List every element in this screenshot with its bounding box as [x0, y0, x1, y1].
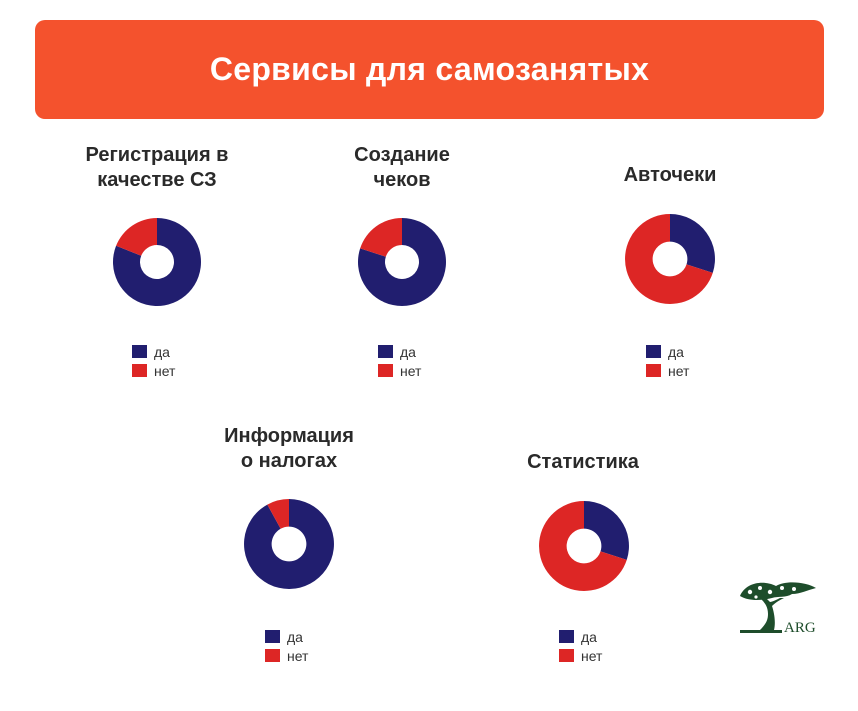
- legend-swatch-no: [559, 649, 574, 662]
- slice-no: [625, 214, 713, 304]
- donut-chart: [625, 214, 715, 304]
- chart-title: Статистика: [483, 450, 683, 475]
- chart-title: Авточеки: [570, 163, 770, 188]
- legend-item-no: нет: [378, 361, 421, 380]
- legend-item-yes: да: [265, 627, 308, 646]
- chart-title-line: Информация: [224, 425, 354, 447]
- donut-chart: [244, 499, 334, 589]
- legend-item-yes: да: [646, 342, 689, 361]
- slice-yes: [244, 499, 334, 589]
- chart-title-line: о налогах: [240, 450, 338, 472]
- legend-swatch-no: [132, 364, 147, 377]
- chart-title: Регистрация в качестве СЗ: [57, 143, 257, 193]
- chart-panel-autoreceipts: Авточеки да нет: [570, 163, 770, 383]
- legend-label: да: [581, 628, 597, 645]
- legend-item-no: нет: [132, 361, 175, 380]
- legend-label: нет: [287, 647, 309, 664]
- chart-title-line: Создание: [354, 144, 450, 166]
- legend-item-no: нет: [646, 361, 689, 380]
- legend-swatch-no: [378, 364, 393, 377]
- legend-label: нет: [400, 362, 422, 379]
- legend-label: да: [400, 343, 416, 360]
- slice-no: [360, 218, 402, 257]
- slice-no: [539, 501, 627, 591]
- legend-swatch-yes: [132, 345, 147, 358]
- legend-label: нет: [154, 362, 176, 379]
- chart-legend: да нет: [378, 342, 421, 380]
- legend-swatch-yes: [559, 630, 574, 643]
- legend-label: да: [154, 343, 170, 360]
- slice-yes: [670, 214, 715, 273]
- legend-item-yes: да: [132, 342, 175, 361]
- arg-tree-logo: ARG: [740, 582, 816, 634]
- chart-title: Информация о налогах: [189, 424, 389, 474]
- legend-item-no: нет: [559, 646, 602, 665]
- slice-yes: [113, 218, 201, 306]
- chart-panel-statistics: Статистика да нет: [483, 450, 683, 670]
- legend-swatch-yes: [265, 630, 280, 643]
- chart-legend: да нет: [132, 342, 175, 380]
- legend-item-yes: да: [378, 342, 421, 361]
- donut-chart: [113, 218, 201, 306]
- chart-title: Создание чеков: [302, 143, 502, 193]
- legend-label: нет: [581, 647, 603, 664]
- chart-legend: да нет: [646, 342, 689, 380]
- logo-text: ARG: [784, 620, 816, 634]
- chart-legend: да нет: [559, 627, 602, 665]
- chart-title-line: Статистика: [527, 451, 639, 473]
- donut-chart: [358, 218, 446, 306]
- chart-panel-receipts: Создание чеков да нет: [302, 143, 502, 383]
- chart-title-line: чеков: [373, 169, 431, 191]
- slice-yes: [584, 501, 629, 560]
- legend-swatch-yes: [378, 345, 393, 358]
- legend-label: да: [287, 628, 303, 645]
- legend-label: нет: [668, 362, 690, 379]
- chart-title-line: Регистрация в: [85, 144, 229, 166]
- chart-panel-registration: Регистрация в качестве СЗ да нет: [57, 143, 257, 383]
- slice-yes: [358, 218, 446, 306]
- legend-label: да: [668, 343, 684, 360]
- legend-item-no: нет: [265, 646, 308, 665]
- slice-no: [116, 218, 157, 256]
- chart-title-line: качестве СЗ: [97, 169, 217, 191]
- donut-chart: [539, 501, 629, 591]
- legend-swatch-no: [265, 649, 280, 662]
- chart-legend: да нет: [265, 627, 308, 665]
- chart-title-line: Авточеки: [623, 164, 717, 186]
- legend-item-yes: да: [559, 627, 602, 646]
- legend-swatch-no: [646, 364, 661, 377]
- chart-panel-tax-info: Информация о налогах да нет: [189, 424, 389, 669]
- legend-swatch-yes: [646, 345, 661, 358]
- header-banner: Сервисы для самозанятых: [35, 20, 824, 119]
- page-title: Сервисы для самозанятых: [209, 51, 650, 87]
- slice-no: [267, 499, 289, 529]
